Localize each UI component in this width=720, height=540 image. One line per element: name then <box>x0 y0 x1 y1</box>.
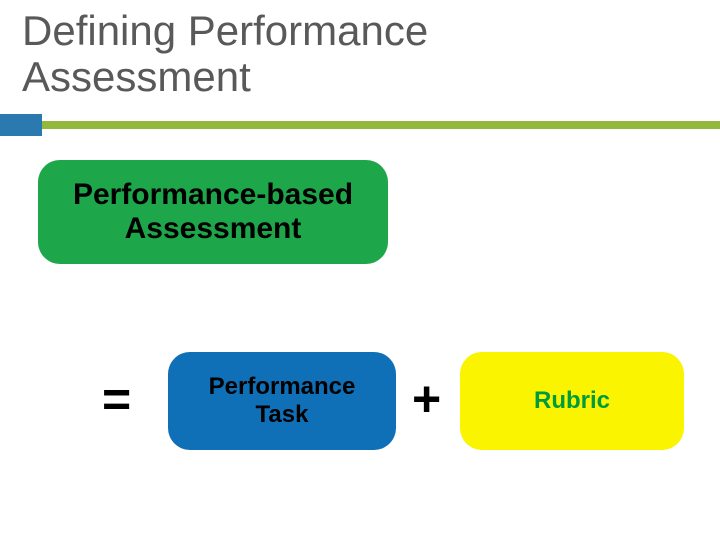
slide-title: Defining Performance Assessment <box>22 8 428 100</box>
box-performance-based-assessment: Performance-based Assessment <box>38 160 388 264</box>
task-line-2: Task <box>209 401 356 429</box>
box-performance-task: Performance Task <box>168 352 396 450</box>
pba-line-1: Performance-based <box>73 178 353 213</box>
underline-green-bar <box>0 121 720 129</box>
task-line-1: Performance <box>209 373 356 401</box>
plus-sign: + <box>412 370 441 428</box>
pba-line-2: Assessment <box>73 212 353 247</box>
equals-sign: = <box>102 370 131 428</box>
box-rubric: Rubric <box>460 352 684 450</box>
rubric-line-1: Rubric <box>534 387 610 415</box>
underline-blue-block <box>0 114 42 136</box>
title-line-2: Assessment <box>22 54 428 100</box>
title-line-1: Defining Performance <box>22 8 428 54</box>
